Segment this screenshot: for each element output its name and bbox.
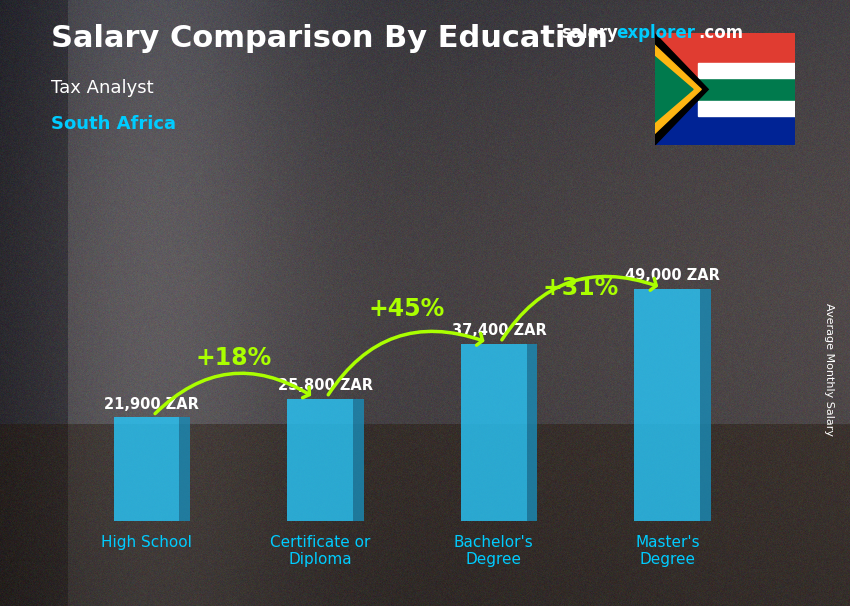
Polygon shape bbox=[179, 418, 190, 521]
Bar bbox=[287, 399, 353, 521]
Text: salary: salary bbox=[561, 24, 618, 42]
Bar bbox=[634, 289, 700, 521]
Polygon shape bbox=[353, 399, 364, 521]
Text: 37,400 ZAR: 37,400 ZAR bbox=[451, 324, 547, 338]
Text: Salary Comparison By Education: Salary Comparison By Education bbox=[51, 24, 608, 53]
Text: Average Monthly Salary: Average Monthly Salary bbox=[824, 303, 834, 436]
Text: South Africa: South Africa bbox=[51, 115, 176, 133]
Polygon shape bbox=[527, 344, 537, 521]
Bar bbox=[654, 33, 795, 89]
Polygon shape bbox=[654, 33, 708, 145]
Bar bbox=[698, 63, 795, 78]
Text: explorer: explorer bbox=[616, 24, 695, 42]
Text: +45%: +45% bbox=[369, 297, 445, 321]
Bar bbox=[698, 78, 795, 101]
Bar bbox=[114, 418, 179, 521]
Text: Tax Analyst: Tax Analyst bbox=[51, 79, 154, 97]
Text: .com: .com bbox=[699, 24, 744, 42]
Polygon shape bbox=[654, 45, 701, 134]
Text: 21,900 ZAR: 21,900 ZAR bbox=[105, 397, 199, 412]
Polygon shape bbox=[700, 289, 711, 521]
Bar bbox=[698, 101, 795, 116]
Text: 49,000 ZAR: 49,000 ZAR bbox=[625, 268, 720, 284]
Text: 25,800 ZAR: 25,800 ZAR bbox=[278, 378, 373, 393]
Text: +18%: +18% bbox=[196, 345, 271, 370]
Polygon shape bbox=[654, 56, 693, 122]
Bar bbox=[461, 344, 527, 521]
Bar bbox=[654, 89, 795, 145]
Text: +31%: +31% bbox=[542, 276, 619, 300]
